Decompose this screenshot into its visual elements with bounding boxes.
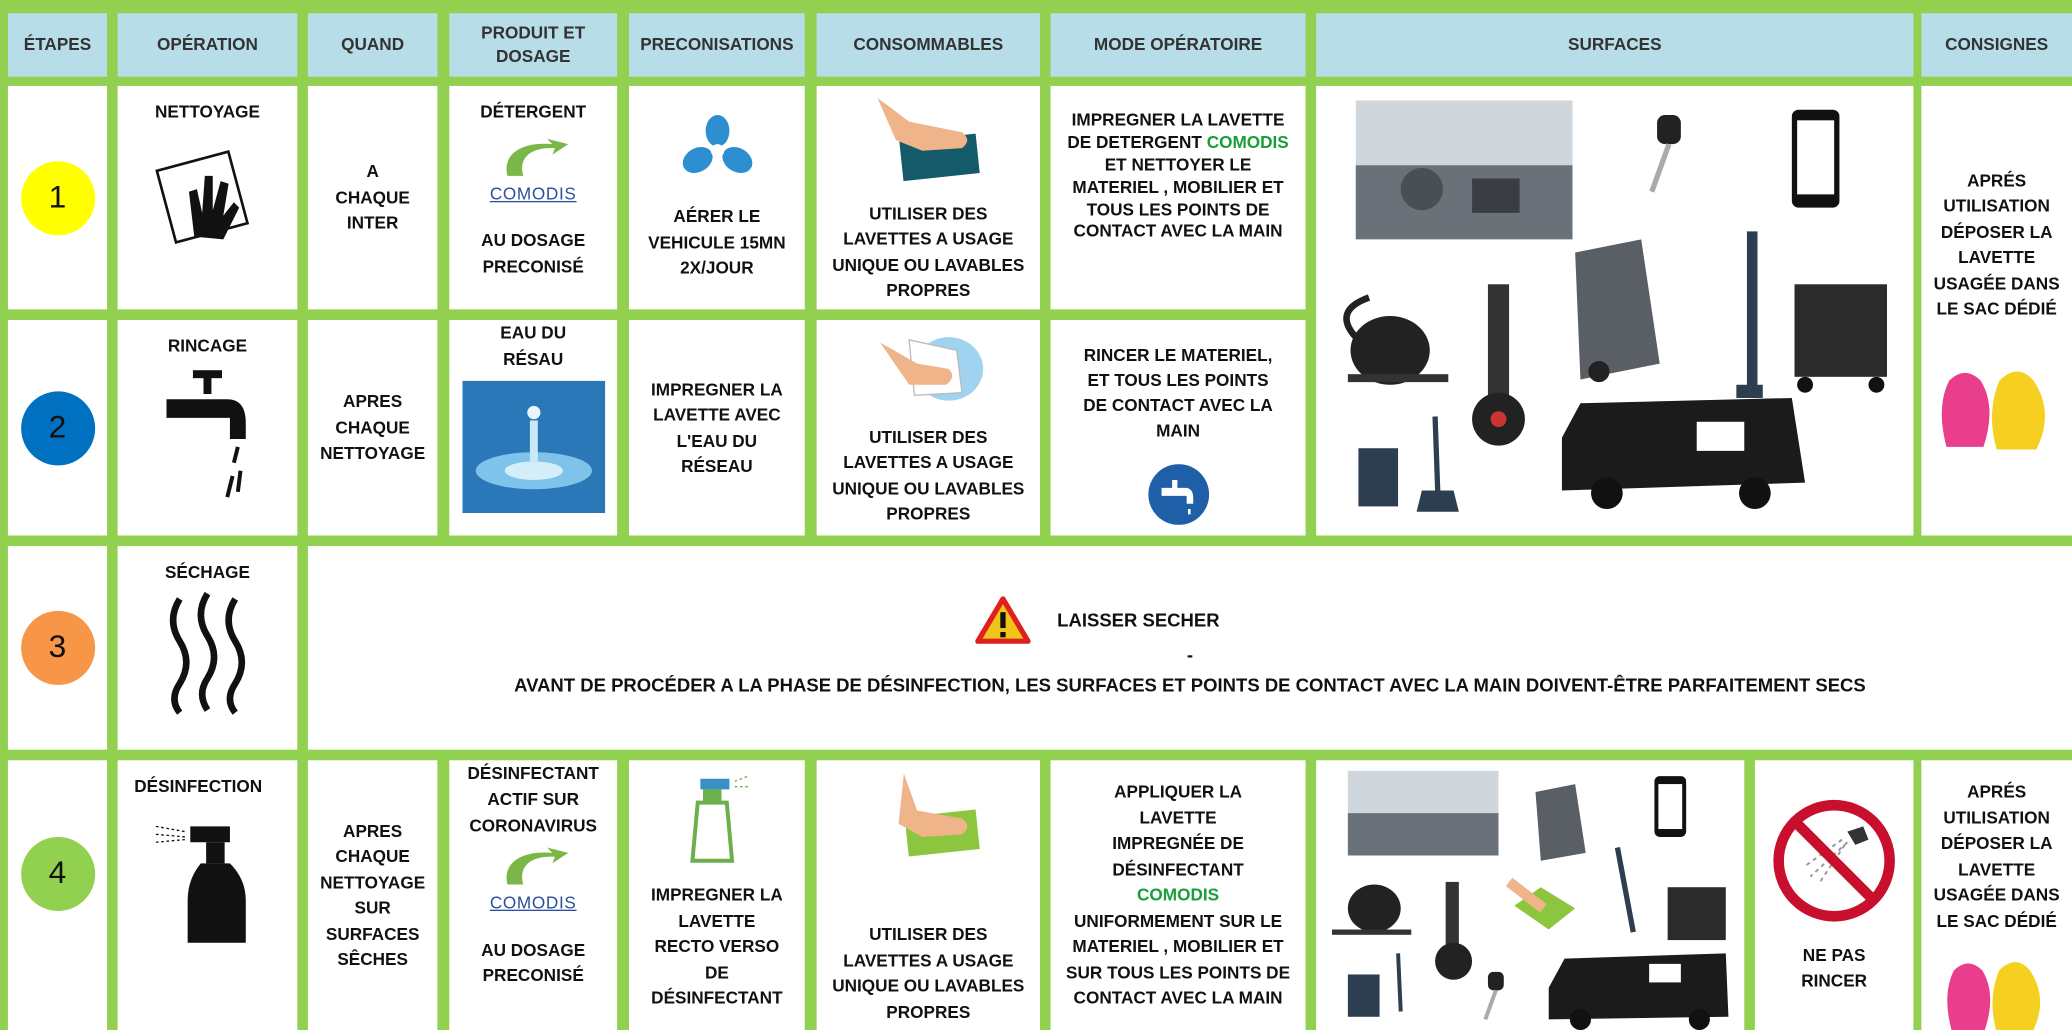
header-cell: QUAND bbox=[307, 13, 438, 77]
header-cell: PRECONISATIONS bbox=[629, 13, 805, 77]
consommables-cell: UTILISER DES LAVETTES A USAGE UNIQUE OU … bbox=[816, 760, 1040, 1030]
surfaces-cell bbox=[1316, 85, 1914, 536]
bags-icon bbox=[1947, 962, 2041, 1030]
operation-cell: NETTOYAGE bbox=[117, 85, 298, 310]
mode-cell: IMPREGNER LA LAVETTE DE DETERGENT COMODI… bbox=[1050, 85, 1306, 310]
tap-icon bbox=[166, 369, 246, 497]
preconisations-cell: IMPREGNER LA LAVETTE AVEC L'EAU DU RÉSEA… bbox=[629, 319, 805, 536]
product-name: DÉSINFECTANT ACTIF SUR CORONAVIRUS bbox=[467, 762, 599, 837]
note-title: LAISSER SECHER bbox=[1057, 609, 1220, 631]
surfaces-cell bbox=[1316, 760, 1745, 1030]
produit-cell: DÉTERGENT COMODIS AU DOSAGE PRECONISÉ bbox=[449, 85, 618, 310]
preconisations-cell: IMPREGNER LA LAVETTE RECTO VERSO DE DÉSI… bbox=[629, 760, 805, 1030]
cloth-icon bbox=[897, 773, 980, 857]
quand-cell: APRES CHAQUE NETTOYAGE SUR SURFACES SÊCH… bbox=[307, 760, 438, 1030]
spray-bottle-icon bbox=[689, 775, 748, 863]
header-cell: CONSIGNES bbox=[1921, 13, 2072, 77]
consommable-text: UTILISER DES LAVETTES A USAGE UNIQUE OU … bbox=[832, 426, 1025, 524]
step-badge: 4 bbox=[20, 836, 95, 912]
header-cell: SURFACES bbox=[1316, 13, 1914, 77]
brand: COMODIS bbox=[1137, 884, 1220, 905]
no-rinse-icon bbox=[1773, 799, 1895, 921]
step-badge: 1 bbox=[20, 160, 95, 235]
header-cell: OPÉRATION bbox=[117, 13, 298, 77]
consommable-text: UTILISER DES LAVETTES A USAGE UNIQUE OU … bbox=[832, 202, 1025, 301]
product-name: DÉTERGENT bbox=[480, 101, 587, 122]
fan-icon bbox=[682, 115, 752, 174]
consommables-cell: UTILISER DES LAVETTES A USAGE UNIQUE OU … bbox=[816, 319, 1040, 536]
header-cell: MODE OPÉRATOIRE bbox=[1050, 13, 1306, 77]
logo-swoosh bbox=[505, 848, 568, 886]
operation-label: NETTOYAGE bbox=[154, 101, 260, 122]
surfaces-illustration bbox=[1332, 770, 1729, 1030]
operation-label: RINCAGE bbox=[167, 335, 248, 356]
warning-cell: NE PAS RINCER bbox=[1754, 760, 1914, 1030]
mode-part: APPLIQUER LA LAVETTE IMPREGNÉE DE DÉSINF… bbox=[1112, 781, 1244, 879]
operation-cell: SÉCHAGE bbox=[117, 546, 298, 750]
note-cell: LAISSER SECHER - AVANT DE PROCÉDER A LA … bbox=[307, 546, 2072, 750]
note-dash: - bbox=[1186, 644, 1194, 666]
note-heading: LAISSER SECHER bbox=[975, 596, 1220, 645]
warning-icon bbox=[975, 596, 1031, 645]
cleaning-icon bbox=[155, 149, 250, 244]
operation-cell: DÉSINFECTION bbox=[117, 760, 298, 1030]
consigne-text: APRÉS UTILISATION DÉPOSER LA LAVETTE USA… bbox=[1933, 781, 2060, 931]
note-text: AVANT DE PROCÉDER A LA PHASE DE DÉSINFEC… bbox=[514, 674, 1866, 696]
step-cell: 2 bbox=[7, 319, 108, 536]
mode-text: APPLIQUER LA LAVETTE IMPREGNÉE DE DÉSINF… bbox=[1061, 779, 1295, 1011]
mode-cell: APPLIQUER LA LAVETTE IMPREGNÉE DE DÉSINF… bbox=[1050, 760, 1306, 1030]
operation-cell: RINCAGE bbox=[117, 319, 298, 536]
product-name: EAU DU RÉSAU bbox=[500, 322, 567, 370]
mode-part: IMPREGNER LA LAVETTE DE DETERGENT bbox=[1067, 109, 1285, 152]
operation-label: SÉCHAGE bbox=[164, 561, 250, 582]
step-cell: 1 bbox=[7, 85, 108, 310]
rinse-icon bbox=[1147, 464, 1209, 526]
consommable-text: UTILISER DES LAVETTES A USAGE UNIQUE OU … bbox=[832, 924, 1025, 1022]
drying-icon bbox=[169, 591, 246, 715]
surfaces-illustration bbox=[1343, 100, 1888, 512]
header-cell: ÉTAPES bbox=[7, 13, 108, 77]
cloth-icon bbox=[879, 336, 983, 400]
mode-text: IMPREGNER LA LAVETTE DE DETERGENT COMODI… bbox=[1064, 110, 1293, 244]
quand-cell: A CHAQUE INTER bbox=[307, 85, 438, 310]
mode-part: ET NETTOYER LE MATERIEL , MOBILIER ET TO… bbox=[1072, 154, 1284, 242]
step-badge: 3 bbox=[20, 610, 95, 685]
mode-cell: RINCER LE MATERIEL, ET TOUS LES POINTS D… bbox=[1050, 319, 1306, 536]
produit-cell: DÉSINFECTANT ACTIF SUR CORONAVIRUS COMOD… bbox=[449, 760, 618, 1030]
mode-text: RINCER LE MATERIEL, ET TOUS LES POINTS D… bbox=[1083, 345, 1273, 440]
consignes-cell: APRÉS UTILISATION DÉPOSER LA LAVETTE USA… bbox=[1921, 760, 2072, 1030]
produit-cell: EAU DU RÉSAU bbox=[449, 319, 618, 536]
step-badge: 2 bbox=[20, 390, 95, 465]
step-cell: 3 bbox=[7, 546, 108, 750]
brand: COMODIS bbox=[1206, 132, 1289, 152]
preconisations-cell: AÉRER LE VEHICULE 15MN 2X/JOUR bbox=[629, 85, 805, 310]
warning-text: NE PAS RINCER bbox=[1801, 944, 1868, 991]
quand-cell: APRES CHAQUE NETTOYAGE bbox=[307, 319, 438, 536]
mode-part: UNIFORMEMENT SUR LE MATERIEL , MOBILIER … bbox=[1066, 910, 1291, 1008]
dosage: AU DOSAGE PRECONISÉ bbox=[481, 230, 586, 276]
spray-icon bbox=[155, 825, 246, 943]
preconisation-text: AÉRER LE VEHICULE 15MN 2X/JOUR bbox=[648, 206, 786, 278]
cloth-icon bbox=[876, 97, 980, 181]
consommables-cell: UTILISER DES LAVETTES A USAGE UNIQUE OU … bbox=[816, 85, 1040, 310]
water-image bbox=[461, 381, 605, 514]
dosage: AU DOSAGE PRECONISÉ bbox=[481, 939, 586, 986]
logo-text: COMODIS bbox=[489, 183, 577, 203]
step-cell: 4 bbox=[7, 760, 108, 1030]
logo-text: COMODIS bbox=[489, 893, 577, 913]
preconisation-text: IMPREGNER LA LAVETTE RECTO VERSO DE DÉSI… bbox=[651, 884, 783, 1008]
header-cell: CONSOMMABLES bbox=[816, 13, 1040, 77]
operation-label: DÉSINFECTION bbox=[134, 776, 263, 796]
bags-icon bbox=[1941, 370, 2045, 449]
consignes-cell: APRÉS UTILISATION DÉPOSER LA LAVETTE USA… bbox=[1921, 85, 2072, 536]
header-cell: PRODUIT ET DOSAGE bbox=[449, 13, 618, 77]
logo-swoosh bbox=[505, 138, 568, 176]
consigne-text: APRÉS UTILISATION DÉPOSER LA LAVETTE USA… bbox=[1933, 169, 2060, 319]
